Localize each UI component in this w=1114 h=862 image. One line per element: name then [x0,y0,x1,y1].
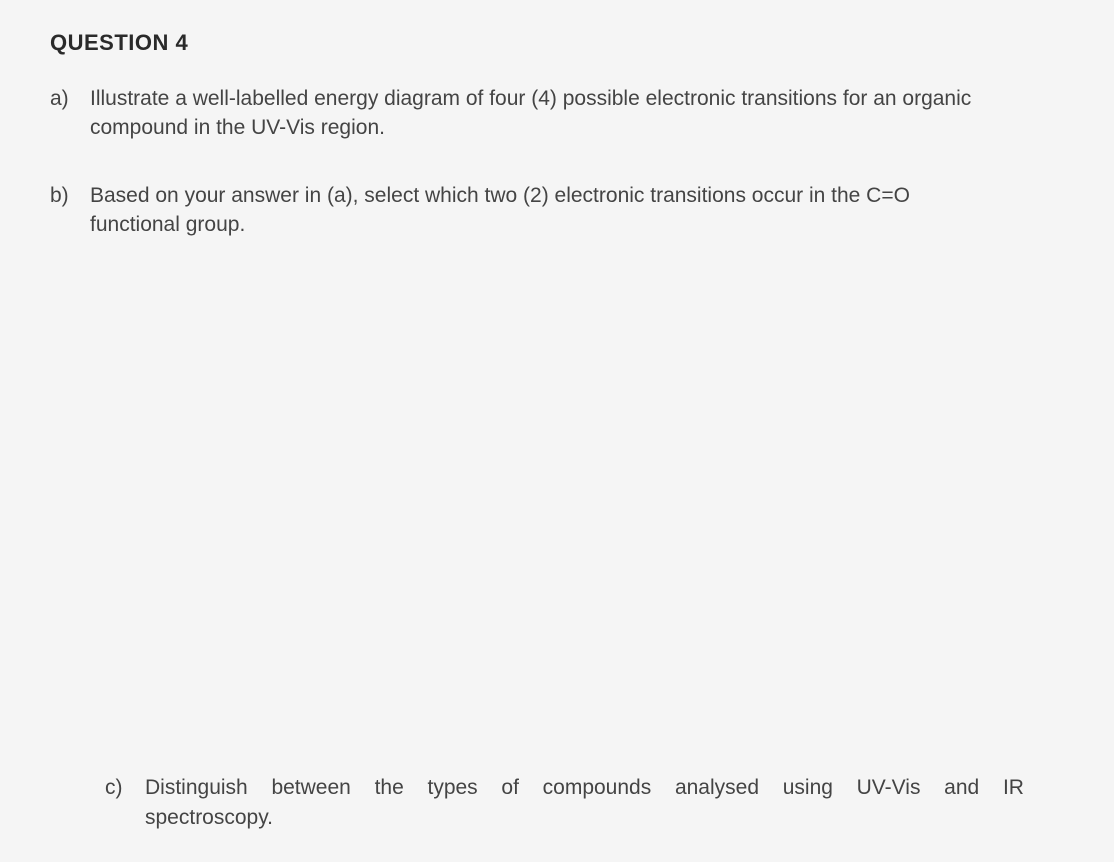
question-part-c-container: c) Distinguishbetweenthetypesofcompounds… [50,773,1064,832]
question-part-c: c) Distinguishbetweenthetypesofcompounds… [50,773,1064,832]
question-part-a: a) Illustrate a well-labelled energy dia… [50,84,1064,143]
part-text-b: Based on your answer in (a), select whic… [90,181,1064,240]
part-text-a: Illustrate a well-labelled energy diagra… [90,84,1064,143]
part-text-c: Distinguishbetweenthetypesofcompoundsana… [145,773,1064,832]
part-label-b: b) [50,181,90,240]
part-c-line2: spectroscopy. [145,803,1024,832]
part-c-line1: Distinguishbetweenthetypesofcompoundsana… [145,773,1024,802]
question-part-b: b) Based on your answer in (a), select w… [50,181,1064,240]
part-label-a: a) [50,84,90,143]
question-title: QUESTION 4 [50,30,1064,56]
part-label-c: c) [50,773,145,832]
